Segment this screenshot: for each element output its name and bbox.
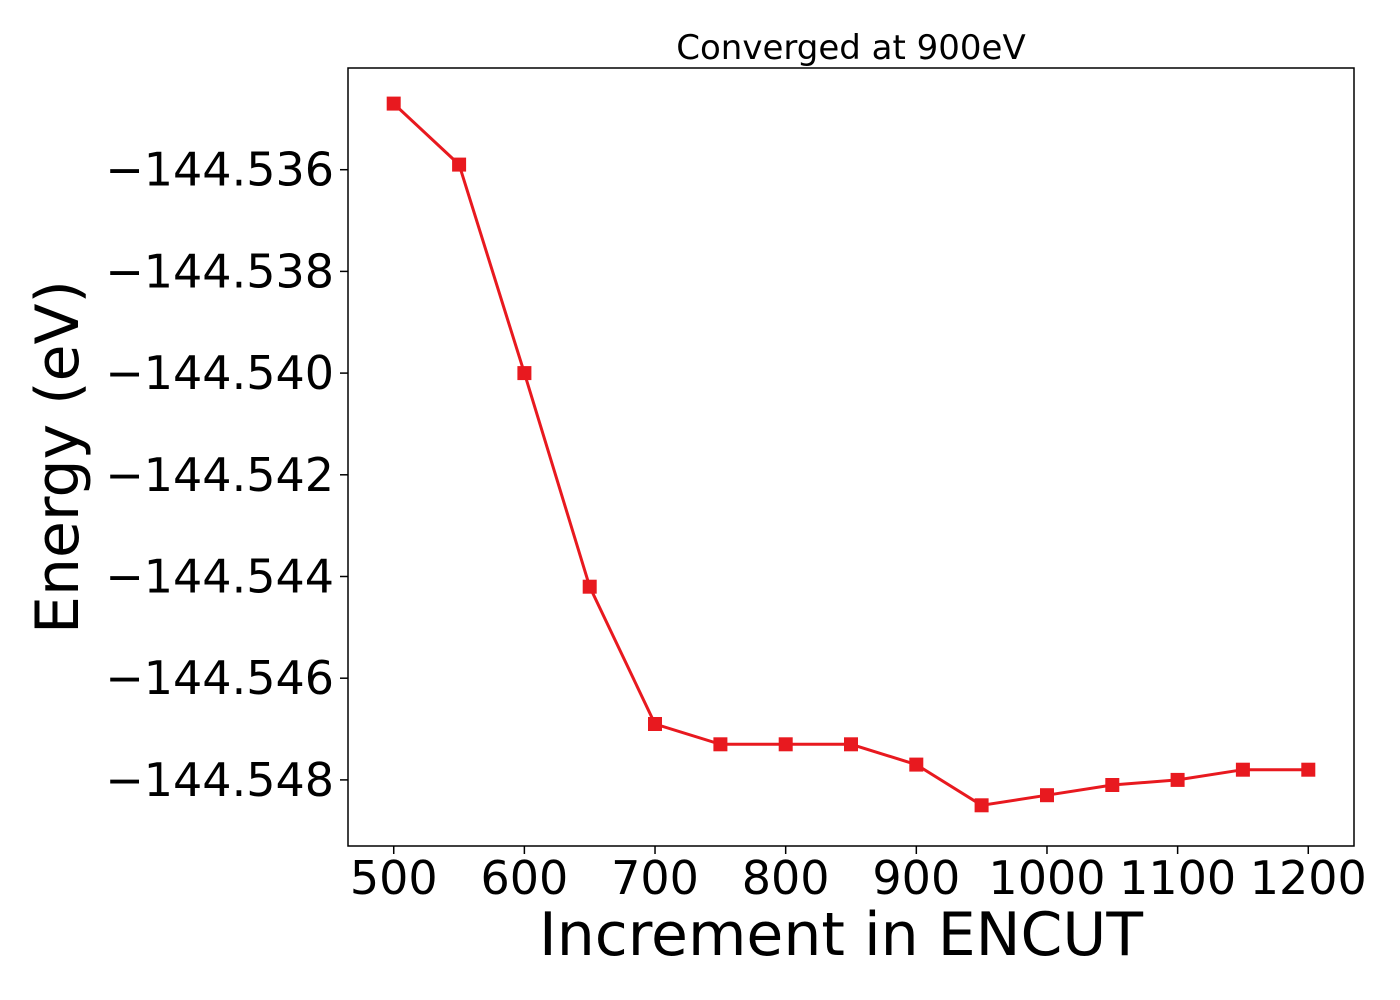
y-tick-label: −144.544 (105, 549, 334, 603)
data-point-marker (844, 737, 858, 752)
y-tick-label: −144.538 (105, 244, 334, 298)
data-point-marker (517, 366, 532, 381)
data-point-marker (386, 96, 401, 111)
x-tick-label: 1000 (988, 851, 1105, 905)
data-point-marker (1235, 762, 1250, 777)
data-point-marker (1170, 772, 1185, 787)
data-point-marker (452, 157, 467, 172)
x-axis: 500 600 700 800 900 1000 1100 1200 (350, 846, 1367, 905)
energy-series-markers (386, 96, 1316, 813)
data-point-marker (713, 737, 728, 752)
y-axis-label: Energy (eV) (23, 280, 93, 634)
data-point-marker (1040, 788, 1054, 803)
y-tick-label: −144.546 (105, 651, 334, 705)
y-tick-label: −144.540 (105, 346, 334, 400)
plot-area-frame (347, 67, 1355, 847)
data-point-marker (1105, 778, 1120, 792)
x-tick-label: 1200 (1250, 851, 1367, 905)
energy-series-line (392, 102, 1309, 807)
data-point-marker (974, 798, 989, 813)
data-point-marker (909, 757, 924, 772)
data-point-marker (1301, 762, 1316, 777)
y-axis: −144.536 −144.538 −144.540 −144.542 −144.544… (105, 143, 348, 807)
data-point-marker (648, 717, 662, 731)
data-point-marker (582, 579, 597, 594)
data-point-marker (778, 737, 793, 752)
chart-title: Converged at 900eV (676, 28, 1025, 68)
x-tick-label: 500 (350, 851, 438, 905)
x-tick-label: 700 (611, 851, 699, 905)
x-tick-label: 1100 (1119, 851, 1236, 905)
x-tick-label: 800 (742, 851, 830, 905)
y-tick-label: −144.548 (105, 753, 334, 807)
x-axis-label: Increment in ENCUT (539, 900, 1143, 970)
y-tick-label: −144.536 (105, 143, 334, 197)
y-tick-label: −144.542 (105, 448, 334, 502)
x-tick-label: 900 (872, 851, 960, 905)
x-tick-label: 600 (480, 851, 568, 905)
